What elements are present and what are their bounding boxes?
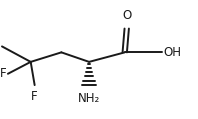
Text: O: O: [122, 9, 131, 22]
Text: F: F: [0, 40, 1, 53]
Text: NH₂: NH₂: [78, 92, 100, 105]
Text: F: F: [0, 67, 7, 80]
Text: F: F: [31, 90, 38, 103]
Text: OH: OH: [163, 46, 181, 59]
